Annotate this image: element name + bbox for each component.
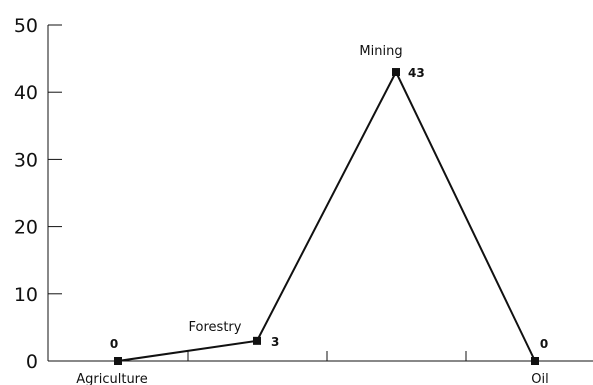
data-point-marker	[114, 357, 122, 365]
data-point-marker	[253, 336, 261, 345]
y-tick-label: 10	[14, 284, 38, 306]
label-group: Agriculture Forestry Mining Oil 0 3 43 0	[76, 44, 548, 385]
data-point-marker	[531, 357, 539, 365]
chart-axes	[47, 25, 593, 362]
data-value-label: 43	[408, 66, 425, 80]
data-value-label: 0	[110, 337, 118, 351]
series-line-group	[117, 69, 536, 362]
marker-group	[114, 68, 539, 365]
category-label: Mining	[359, 44, 402, 59]
y-tick-label: 0	[26, 351, 38, 373]
y-axis-ticks: 0 10 20 30 40 50	[14, 15, 62, 373]
y-tick-label: 20	[14, 217, 38, 239]
data-value-label: 0	[540, 337, 548, 351]
y-tick-label: 50	[14, 15, 38, 37]
category-label: Agriculture	[76, 372, 148, 385]
data-point-marker	[392, 68, 400, 77]
y-tick-label: 30	[14, 149, 38, 171]
x-axis-ticks	[187, 351, 467, 361]
category-label: Oil	[531, 372, 548, 385]
category-label: Forestry	[189, 320, 242, 335]
y-tick-label: 40	[14, 82, 38, 104]
series-line	[117, 69, 536, 362]
data-value-label: 3	[271, 335, 279, 349]
